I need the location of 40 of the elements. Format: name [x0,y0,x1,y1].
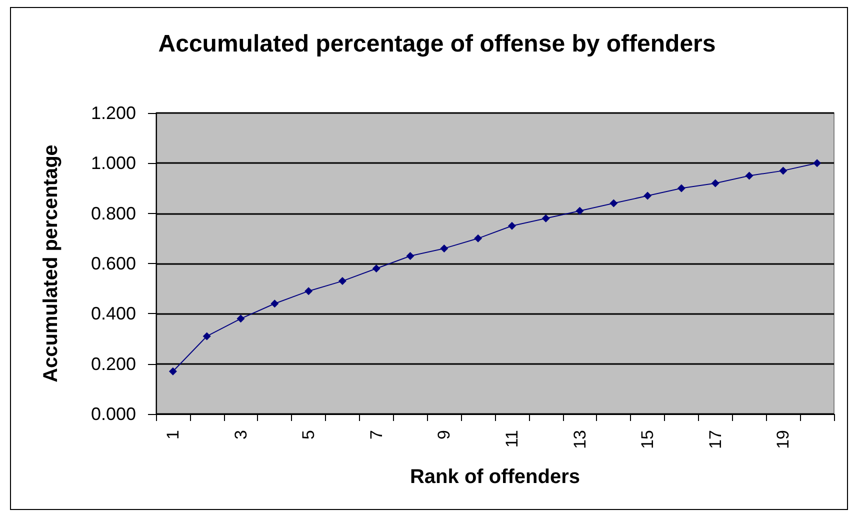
x-tick-label: 9 [434,430,454,440]
x-tick-label: 11 [502,430,522,448]
point [440,244,448,252]
point [270,300,279,308]
point [677,184,686,192]
y-axis-title: Accumulated percentage [40,144,62,382]
point [168,367,177,376]
point [542,214,550,222]
point [304,287,313,296]
y-tick-label: 1.200 [90,103,136,123]
point [576,206,584,215]
y-tick-label: 0.400 [90,304,136,324]
point [202,332,211,340]
x-tick-label: 1 [163,430,182,440]
y-tick-label: 0.000 [90,404,136,424]
x-tick-label: 3 [231,430,250,440]
point [236,314,245,323]
y-tick-label: 1.000 [90,153,136,174]
point [813,159,822,168]
point [644,192,652,200]
x-tick-label: 17 [706,430,725,449]
y-tick-label: 0.600 [90,254,136,274]
x-tick-label: 7 [366,430,386,440]
x-tick-label: 13 [570,430,590,449]
point [610,199,618,208]
point [474,234,482,242]
point [508,222,516,230]
x-tick-label: 15 [638,430,658,449]
y-tick-label: 0.200 [90,354,136,374]
point [406,252,414,260]
point [779,166,788,175]
x-tick-label: 5 [299,430,318,440]
point [711,179,720,188]
y-tick-label: 0.800 [90,203,136,224]
point [745,172,754,180]
point [338,277,346,286]
point [372,264,380,273]
x-axis-title: Rank of offenders [410,466,580,488]
chart-title: Accumulated percentage of offense by offenders [158,30,716,58]
x-tick-label: 19 [774,430,793,449]
